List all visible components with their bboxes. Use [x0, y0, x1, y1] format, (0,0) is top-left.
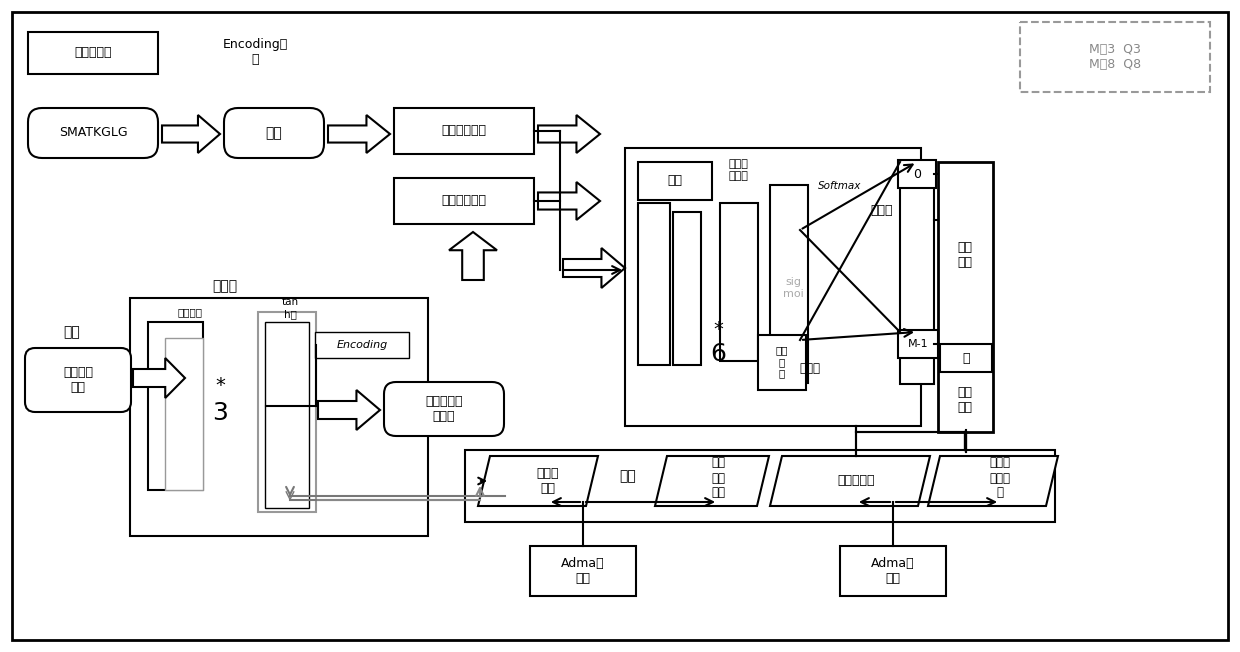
FancyBboxPatch shape — [25, 348, 131, 412]
Text: Adma优
化器: Adma优 化器 — [872, 557, 915, 585]
Polygon shape — [538, 182, 600, 220]
Polygon shape — [317, 390, 379, 430]
Polygon shape — [449, 232, 497, 280]
Text: 3: 3 — [212, 401, 228, 425]
Text: 卷积: 卷积 — [667, 175, 682, 188]
Polygon shape — [563, 248, 625, 288]
Text: Adma优
化器: Adma优 化器 — [562, 557, 605, 585]
Bar — [315, 332, 409, 358]
Bar — [258, 312, 316, 512]
Text: 虚假
数据: 虚假 数据 — [957, 386, 972, 414]
FancyBboxPatch shape — [224, 108, 324, 158]
Bar — [148, 322, 203, 490]
Text: 判别器损失: 判别器损失 — [837, 475, 874, 488]
Text: 全局平
均池化: 全局平 均池化 — [728, 159, 748, 181]
Bar — [839, 546, 946, 596]
Bar — [673, 212, 701, 365]
Bar — [625, 148, 921, 426]
Text: 虚假样本特征: 虚假样本特征 — [441, 194, 486, 207]
Bar — [394, 178, 534, 224]
Polygon shape — [538, 115, 600, 153]
Bar — [900, 162, 934, 384]
Bar — [165, 338, 203, 490]
Text: Encoding编
码: Encoding编 码 — [222, 38, 288, 66]
Text: *: * — [215, 376, 224, 394]
Bar — [898, 330, 937, 358]
Polygon shape — [770, 456, 930, 506]
Text: 蛋白质序列: 蛋白质序列 — [74, 46, 112, 59]
Text: SMATKGLG: SMATKGLG — [58, 126, 128, 140]
Bar — [130, 298, 428, 536]
FancyBboxPatch shape — [384, 382, 503, 436]
Text: 6: 6 — [711, 342, 725, 366]
Text: 假: 假 — [962, 351, 970, 364]
Text: 激活
函
数: 激活 函 数 — [776, 346, 789, 379]
Bar — [937, 162, 993, 432]
Bar — [639, 162, 712, 200]
Text: 分类器: 分类器 — [870, 203, 893, 216]
Bar — [394, 108, 534, 154]
Polygon shape — [928, 456, 1058, 506]
Text: M-1: M-1 — [908, 339, 929, 349]
Text: 监督
学习
损失: 监督 学习 损失 — [711, 456, 725, 499]
Polygon shape — [655, 456, 769, 506]
Text: 反卷积层: 反卷积层 — [177, 307, 202, 317]
Polygon shape — [133, 358, 185, 398]
Polygon shape — [329, 115, 391, 153]
Bar — [758, 335, 806, 390]
Bar — [29, 32, 157, 74]
Text: 生成器: 生成器 — [212, 279, 238, 293]
Text: 判别器: 判别器 — [800, 361, 821, 374]
Bar — [720, 203, 758, 361]
Bar — [770, 185, 808, 383]
Text: Softmax: Softmax — [818, 181, 862, 191]
Text: 生成器
损失: 生成器 损失 — [537, 467, 559, 495]
Text: tan
h层: tan h层 — [281, 297, 299, 319]
Bar — [529, 546, 636, 596]
Bar — [639, 203, 670, 365]
Text: M－3  Q3
M－8  Q8: M－3 Q3 M－8 Q8 — [1089, 43, 1141, 71]
Text: Encoding: Encoding — [336, 340, 388, 350]
Text: 损失: 损失 — [620, 469, 636, 483]
Text: 生成: 生成 — [63, 325, 81, 339]
Text: sig
moi: sig moi — [782, 277, 804, 299]
Text: 特征: 特征 — [265, 126, 283, 140]
Text: 真实样本特征: 真实样本特征 — [441, 125, 486, 138]
Text: 无监督
学习损
失: 无监督 学习损 失 — [990, 456, 1011, 499]
Bar — [465, 450, 1055, 522]
Text: 0: 0 — [913, 168, 921, 181]
Text: *: * — [713, 321, 723, 340]
Polygon shape — [162, 115, 219, 153]
FancyBboxPatch shape — [1021, 22, 1210, 92]
Text: 高斯分布
噪音: 高斯分布 噪音 — [63, 366, 93, 394]
Bar — [265, 322, 309, 508]
Text: 真实
数据: 真实 数据 — [957, 241, 972, 269]
Text: 特征（虚假
样本）: 特征（虚假 样本） — [425, 395, 463, 423]
FancyBboxPatch shape — [29, 108, 157, 158]
Bar — [940, 344, 992, 372]
Polygon shape — [477, 456, 598, 506]
Bar — [898, 160, 936, 188]
